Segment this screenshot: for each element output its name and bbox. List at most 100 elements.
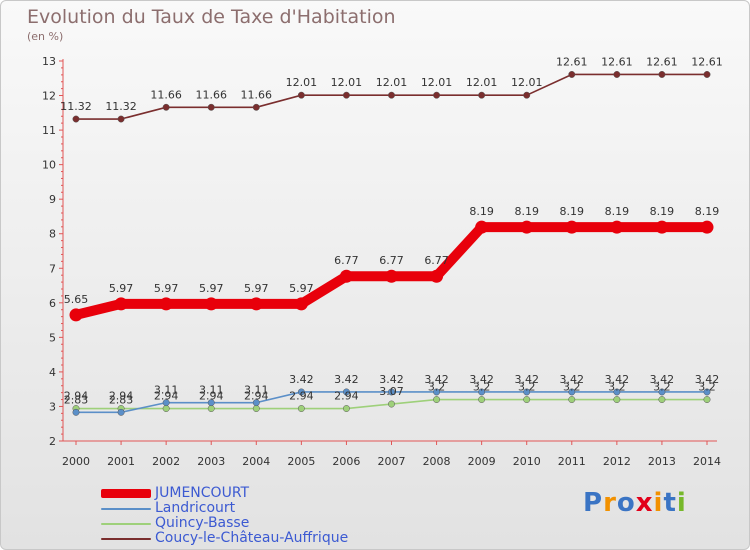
x-tick-label: 2000 [62,455,90,468]
x-tick-label: 2002 [152,455,180,468]
data-label: 8.19 [469,205,494,218]
data-point [252,405,260,412]
data-label: 8.19 [695,205,720,218]
data-label: 3.2 [473,381,491,394]
data-point [69,308,83,322]
legend-label: Quincy-Basse [155,515,250,531]
data-point [72,408,80,416]
x-tick-label: 2008 [423,455,451,468]
legend-swatch [101,538,151,540]
data-label: 8.19 [605,205,630,218]
data-label: 3.42 [424,373,449,386]
data-label: 3.07 [379,385,404,398]
data-point [658,71,666,78]
data-label: 12.61 [556,55,588,68]
y-tick-label: 3 [49,400,56,413]
x-tick-label: 2012 [603,455,631,468]
data-label: 3.42 [334,373,359,386]
data-label: 12.01 [286,76,318,89]
data-point [613,396,621,403]
legend-label: Landricourt [155,500,236,516]
data-label: 5.97 [109,282,134,295]
x-tick-label: 2013 [648,455,676,468]
logo-letter: P [583,488,604,518]
data-point [72,115,80,123]
data-label: 6.77 [379,254,404,267]
data-point [433,396,441,403]
data-label: 3.11 [244,384,269,397]
data-label: 3.42 [605,373,630,386]
data-point [475,220,489,234]
legend-swatch [101,489,151,498]
data-point [297,388,305,396]
data-point [520,220,534,234]
data-point [703,388,711,396]
data-point [613,71,621,78]
data-label: 8.19 [560,205,585,218]
logo-letter: r [603,488,617,518]
x-tick-label: 2004 [242,455,270,468]
data-label: 5.97 [244,282,269,295]
data-label: 12.61 [601,55,633,68]
data-point [252,399,260,407]
x-tick-label: 2011 [558,455,586,468]
data-point [385,269,398,283]
data-label: 8.19 [514,205,539,218]
data-label: 3.2 [428,381,446,394]
data-label: 3.11 [154,384,179,397]
data-label: 3.42 [695,373,720,386]
proxiti-logo: Proxiti [583,488,687,518]
data-point [388,388,395,396]
logo-letter: i [653,488,664,518]
data-label: 3.42 [650,373,675,386]
x-tick-label: 2009 [468,455,496,468]
y-tick-label: 13 [42,55,56,68]
data-point [478,388,486,396]
data-label: 11.32 [60,100,92,113]
data-label: 3.42 [289,373,314,386]
data-point [523,396,531,403]
data-point [703,71,711,78]
data-point [297,91,305,99]
chart-title: Evolution du Taux de Taxe d'Habitation [27,6,396,28]
data-point [568,71,576,78]
data-point [433,91,441,99]
logo-letter: o [616,488,636,518]
data-point [700,220,714,234]
y-tick-label: 8 [49,228,56,241]
data-label: 2.94 [334,390,359,403]
y-tick-label: 7 [49,262,56,275]
data-point [114,297,128,311]
legend-label: JUMENCOURT [155,485,250,501]
logo-letter: i [676,488,687,518]
logo-letter: x [635,488,654,518]
data-point [162,399,170,407]
legend-label: Coucy-le-Château-Auffrique [155,530,349,546]
data-label: 5.97 [199,282,224,295]
data-point [117,408,125,416]
data-point [523,388,531,396]
data-point [207,399,215,407]
data-label: 11.66 [241,88,273,101]
data-label: 12.61 [646,55,678,68]
data-label: 5.65 [64,293,89,306]
data-label: 12.01 [376,76,408,89]
data-label: 2.94 [289,390,314,403]
data-label: 3.42 [469,373,494,386]
data-point [478,396,486,403]
x-tick-label: 2006 [332,455,360,468]
y-tick-label: 9 [49,193,56,206]
data-point [433,388,441,396]
legend-swatch [101,523,151,525]
data-point [388,400,395,408]
data-label: 6.77 [334,254,359,267]
y-tick-label: 4 [49,366,56,379]
data-label: 3.2 [518,381,536,394]
data-label: 2.94 [199,390,224,403]
y-tick-label: 10 [42,159,56,172]
data-label: 11.66 [195,88,227,101]
y-tick-label: 5 [49,331,56,344]
data-point [294,297,308,311]
data-point [568,388,576,396]
